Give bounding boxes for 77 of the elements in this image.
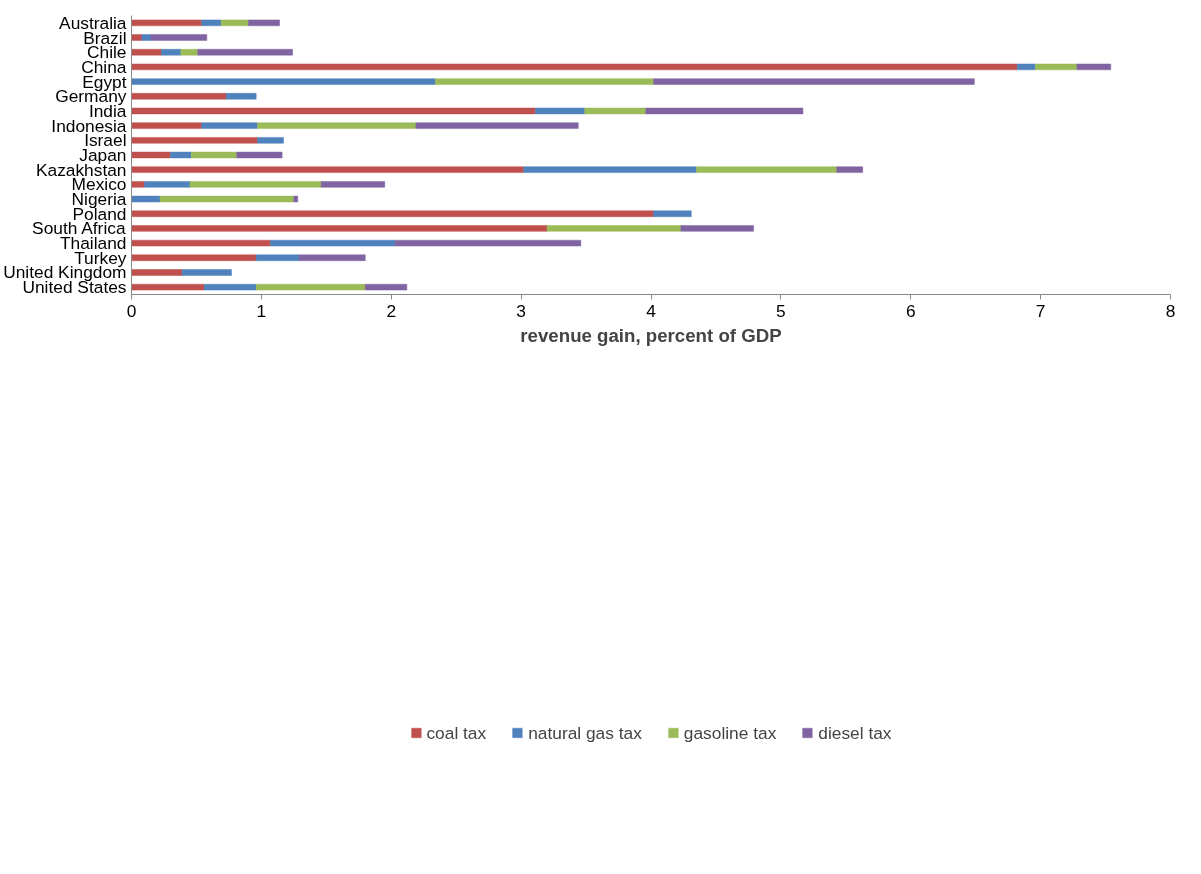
bar	[365, 283, 408, 291]
x-tick-label: 7	[1035, 300, 1046, 321]
bar	[150, 34, 208, 41]
bar	[248, 19, 280, 27]
bar	[131, 210, 654, 217]
bar	[189, 181, 322, 188]
bar	[131, 283, 205, 291]
legend-label: coal tax	[426, 722, 487, 744]
x-tick-label: 2	[386, 300, 397, 321]
bar	[131, 254, 257, 261]
bar	[161, 49, 182, 56]
x-tick-label: 8	[1165, 300, 1176, 321]
legend-label: gasoline tax	[683, 722, 777, 744]
bar	[131, 195, 161, 203]
bar	[394, 239, 582, 247]
x-tick-label: 4	[646, 300, 657, 321]
x-tick-label: 0	[126, 300, 137, 321]
x-tick-label: 5	[776, 300, 786, 321]
bar	[1017, 63, 1036, 71]
x-axis-title: revenue gain, percent of GDP	[520, 324, 782, 346]
x-tick-label: 1	[256, 300, 267, 321]
bar	[131, 225, 548, 232]
bar	[201, 122, 258, 129]
bar	[645, 107, 804, 115]
bar	[236, 151, 283, 159]
bar	[270, 239, 396, 247]
bar	[226, 93, 257, 100]
bar	[180, 49, 198, 56]
bar	[131, 49, 162, 56]
bar	[293, 195, 298, 203]
bar	[535, 107, 586, 115]
x-tick-label: 6	[905, 300, 916, 321]
bar	[680, 225, 754, 232]
y-tick-label: Australia	[59, 12, 127, 33]
bar	[836, 166, 863, 173]
bar	[653, 78, 975, 85]
bar	[144, 181, 191, 188]
bar	[131, 78, 436, 85]
bar	[131, 93, 227, 100]
bar	[653, 210, 692, 217]
legend-label: diesel tax	[818, 722, 892, 744]
bar	[257, 137, 284, 144]
bar	[131, 19, 202, 27]
bar	[201, 19, 222, 27]
bar	[131, 34, 143, 41]
bar	[131, 137, 258, 144]
bar	[131, 181, 145, 188]
legend-label: natural gas tax	[528, 722, 642, 744]
bar	[131, 239, 271, 247]
bar	[255, 283, 366, 291]
bar	[159, 195, 295, 203]
bar	[131, 122, 202, 129]
bar	[257, 122, 417, 129]
bar	[1076, 63, 1112, 71]
bar	[584, 107, 647, 115]
x-tick-label: 3	[516, 300, 526, 321]
bar	[696, 166, 837, 173]
bar	[203, 283, 257, 291]
bar	[131, 107, 536, 115]
bar	[190, 151, 237, 159]
bar	[435, 78, 654, 85]
bar	[255, 254, 300, 261]
bar	[141, 34, 152, 41]
bar	[131, 151, 171, 159]
bar	[197, 49, 293, 56]
bar	[320, 181, 386, 188]
bar	[523, 166, 697, 173]
bar	[131, 269, 183, 276]
bar	[170, 151, 192, 159]
bar	[546, 225, 682, 232]
bar	[131, 63, 1018, 71]
bar	[131, 166, 524, 173]
bar	[220, 19, 249, 27]
bar	[1035, 63, 1078, 71]
bar	[415, 122, 579, 129]
bar	[298, 254, 366, 261]
bar	[181, 269, 232, 276]
